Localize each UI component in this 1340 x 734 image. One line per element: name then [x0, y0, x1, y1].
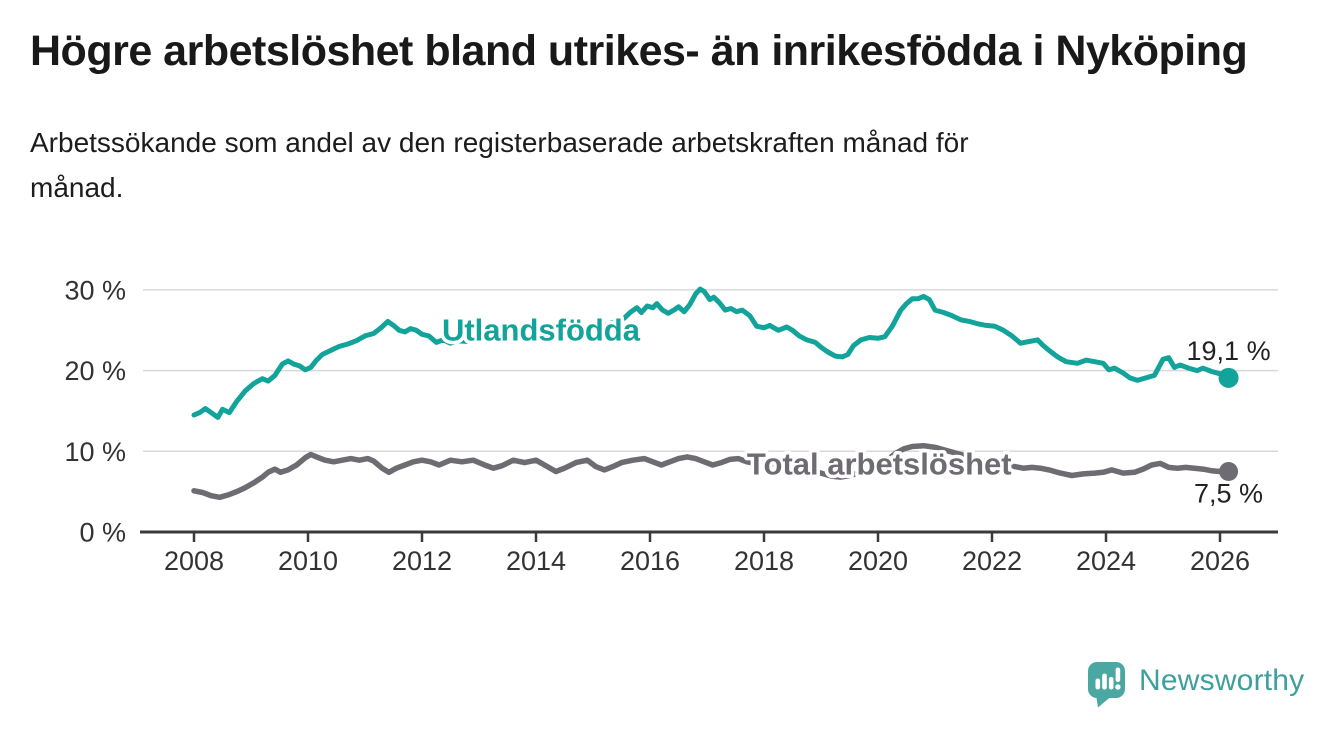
series-inline-label-total-arbetsl-shet: Total arbetslöshet [747, 446, 1012, 481]
newsworthy-speech-bubble-chart-icon [1088, 662, 1125, 708]
series-end-value-label-total-arbetsl-shet: 7,5 % [1194, 478, 1263, 508]
series-line-total-arbetsl-shet [191, 442, 1232, 501]
x-axis-label: 2008 [164, 546, 224, 576]
chart-subtitle-line-2: månad. [30, 172, 124, 203]
x-axis-label: 2014 [506, 546, 566, 576]
x-axis-label: 2022 [962, 546, 1022, 576]
y-axis-label: 10 % [64, 437, 126, 467]
x-axis-label: 2026 [1190, 546, 1250, 576]
x-axis-label: 2024 [1076, 546, 1136, 576]
series-inline-label-utlandsf-dda: Utlandsfödda [442, 313, 641, 348]
y-axis-label: 20 % [64, 356, 126, 386]
y-axis-label: 0 % [79, 518, 126, 548]
x-axis-label: 2010 [278, 546, 338, 576]
page-title: Högre arbetslöshet bland utrikes- än inr… [30, 27, 1248, 75]
y-axis-label: 30 % [64, 275, 126, 305]
newsworthy-logo-text: Newsworthy [1139, 664, 1305, 697]
newsworthy-logo: Newsworthy [1086, 660, 1304, 708]
series-line-utlandsf-dda [191, 286, 1232, 420]
x-axis-label: 2012 [392, 546, 452, 576]
x-axis-label: 2018 [734, 546, 794, 576]
x-axis-label: 2016 [620, 546, 680, 576]
series-end-value-label-utlandsf-dda: 19,1 % [1187, 336, 1271, 366]
series-end-dot-utlandsf-dda [1218, 367, 1239, 388]
series-end-dot-total-arbetsl-shet [1219, 461, 1239, 481]
chart-subtitle: Arbetssökande som andel av den registerb… [30, 120, 1310, 210]
x-axis-label: 2020 [848, 546, 908, 576]
chart-subtitle-line-1: Arbetssökande som andel av den registerb… [30, 127, 969, 158]
